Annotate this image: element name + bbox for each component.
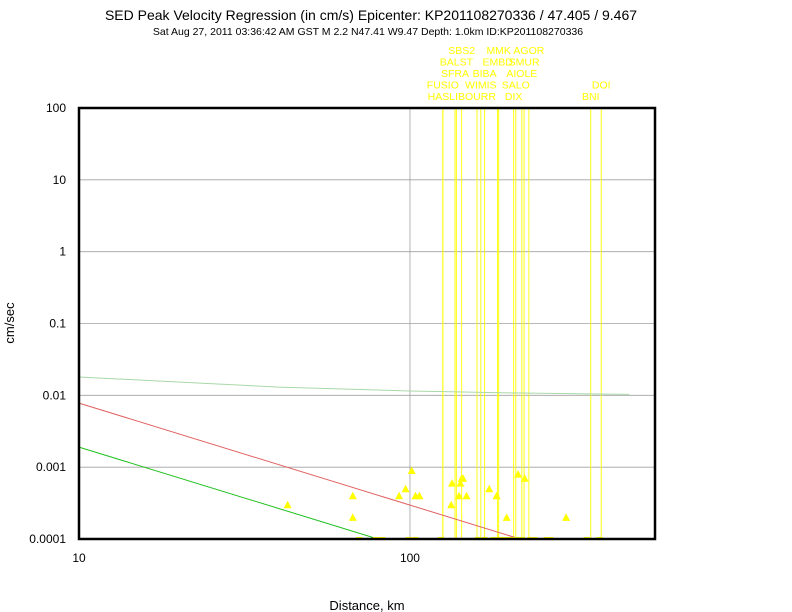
station-label: MMK [486,45,511,57]
station-label: SALO [502,80,530,92]
chart-subtitle: Sat Aug 27, 2011 03:36:42 AM GST M 2.2 N… [153,26,583,38]
y-tick-label: 0.0001 [29,532,66,546]
plot-frame [77,106,657,541]
y-tick-label: 1 [59,245,66,259]
y-axis-label: cm/sec [2,302,17,344]
station-observation-marker [395,491,404,500]
station-observation-marker [462,491,471,500]
station-observation-marker [485,484,494,493]
station-guide-lines [442,108,602,539]
chart-title: SED Peak Velocity Regression (in cm/s) E… [105,7,637,23]
y-tick-labels: 100 10 1 0.1 0.01 0.001 0.0001 [29,101,66,546]
station-label: DIX [505,91,523,103]
station-observation-marker [348,513,357,521]
station-observation-marker [459,474,467,482]
station-label: AGOR [513,45,544,57]
station-observation-marker [455,491,463,500]
station-label: FUSIO [427,80,459,92]
station-observation-marker [448,479,456,487]
y-tick-label: 0.001 [36,460,66,474]
station-label: BNI [582,91,600,103]
x-tick-label: 10 [72,551,86,565]
station-label: EMBD [482,57,513,69]
regression-line [78,402,521,540]
station-observation-marker [514,470,523,478]
station-label: AIOLE [506,68,537,80]
station-observation-marker [492,491,501,500]
y-tick-label: 0.1 [49,317,66,331]
station-observation-marker [283,500,292,509]
station-observation-marker [456,479,465,487]
station-label: SBS2 [448,45,475,57]
station-label: WIMIS [465,80,497,92]
station-observation-marker [520,474,529,482]
y-tick-label: 0.01 [43,388,67,402]
station-observation-marker [348,491,357,500]
station-observation-marker [415,491,424,500]
station-label: SMUR [509,57,540,69]
station-label: BIBA [473,68,497,80]
station-observation-marker [502,513,511,521]
x-axis-label: Distance, km [329,598,404,612]
x-tick-label: 100 [400,551,420,565]
station-observation-marker [401,484,410,493]
station-label: DOI [592,80,611,92]
y-tick-label: 10 [53,173,67,187]
x-tick-labels: 10 100 [72,551,420,565]
y-tick-label: 100 [46,101,66,115]
station-label: BALST [440,57,474,69]
station-label: SFRA [441,68,469,80]
station-label: HASLI [428,91,458,103]
station-observation-marker [447,500,456,509]
regression-line [78,376,630,395]
station-label: BOURR [458,91,496,103]
station-observation-marker [407,466,416,474]
regression-line [78,446,379,540]
station-observation-marker [562,513,571,521]
regression-curves [78,376,630,540]
